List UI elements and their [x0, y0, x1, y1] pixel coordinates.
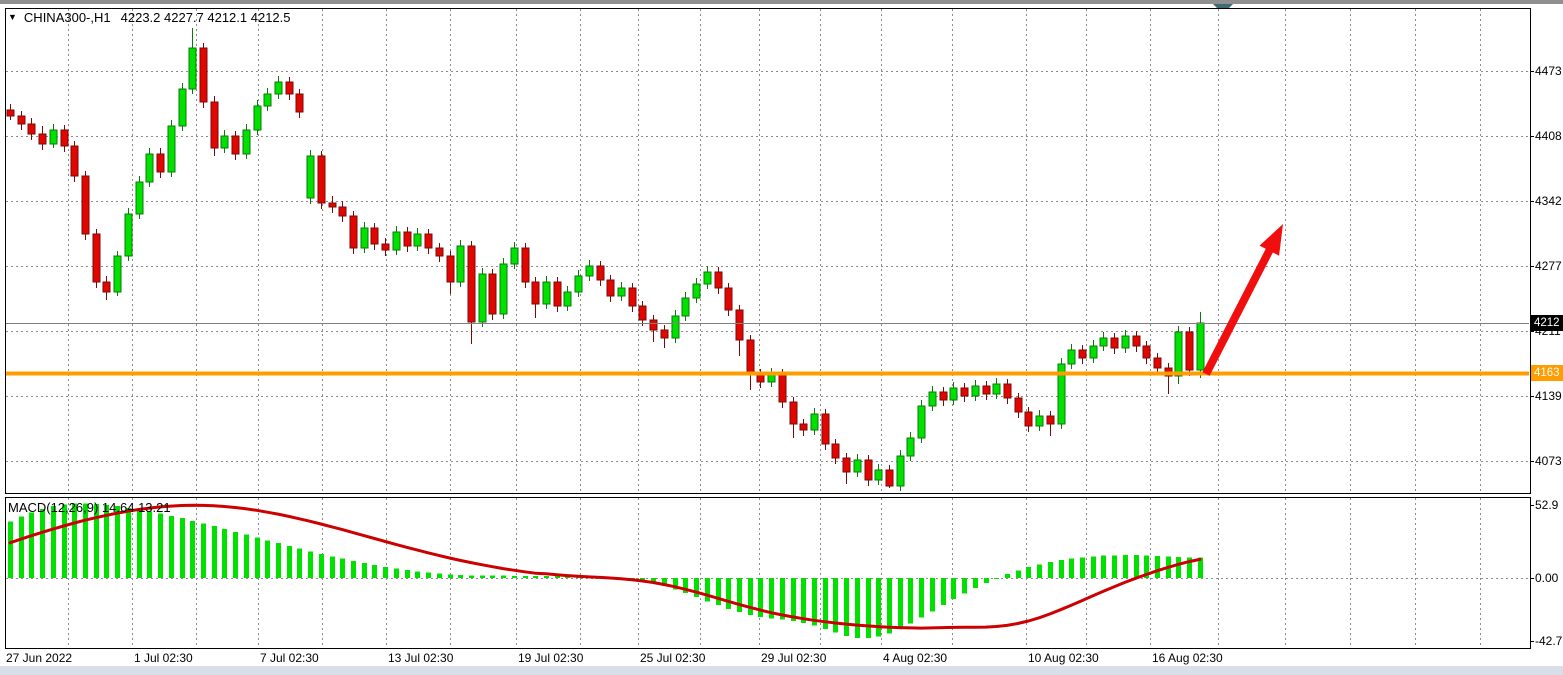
symbol-dropdown-icon[interactable]: ▼: [8, 12, 17, 22]
chart-title: ▼ CHINA300-,H1 4223.2 4227.7 4212.1 4212…: [8, 10, 291, 25]
status-strip: [0, 666, 1563, 675]
price-axis-tick: [1530, 266, 1534, 267]
macd-axis-tick: [1530, 641, 1534, 642]
date-axis-label: 4 Aug 02:30: [883, 651, 948, 665]
macd-indicator-label: MACD(12,26,9) 14.64 13.21: [8, 500, 171, 515]
macd-axis-tick: [1530, 505, 1534, 506]
price-axis-label: 4473: [1535, 64, 1562, 78]
date-axis-label: 13 Jul 02:30: [388, 651, 454, 665]
current-price-tag: 4212: [1531, 315, 1563, 331]
price-axis-tick: [1530, 201, 1534, 202]
price-axis-tick: [1530, 71, 1534, 72]
date-axis-label: 29 Jul 02:30: [761, 651, 827, 665]
chart-scroll-strip: [0, 0, 1563, 4]
macd-axis-label: 52.9: [1535, 498, 1559, 512]
price-axis-tick: [1530, 461, 1534, 462]
date-axis-label: 1 Jul 02:30: [134, 651, 193, 665]
date-axis-label: 27 Jun 2022: [6, 651, 73, 665]
hline-price-tag: 4163: [1531, 365, 1563, 381]
date-axis-label: 7 Jul 02:30: [260, 651, 319, 665]
price-axis-tick: [1530, 396, 1534, 397]
date-axis-label: 10 Aug 02:30: [1028, 651, 1099, 665]
macd-signal-line: [8, 503, 1202, 630]
ohlc-values-label: 4223.2 4227.7 4212.1 4212.5: [120, 10, 291, 25]
macd-axis-label: 0.00: [1535, 571, 1559, 585]
price-axis-label: 4277: [1535, 259, 1562, 273]
grid-lines: [6, 9, 1529, 647]
macd-axis-tick: [1530, 578, 1534, 579]
price-axis-label: 4408: [1535, 129, 1562, 143]
price-axis-label: 4139: [1535, 389, 1562, 403]
date-axis-label: 16 Aug 02:30: [1152, 651, 1223, 665]
price-axis-label: 4073: [1535, 454, 1562, 468]
price-axis-tick: [1530, 331, 1534, 332]
price-axis-label: 4342: [1535, 194, 1562, 208]
macd-histogram: [8, 503, 1203, 639]
date-axis-label: 25 Jul 02:30: [640, 651, 706, 665]
macd-axis-label: -42.7: [1535, 634, 1563, 648]
annotation-arrow[interactable]: [1202, 224, 1283, 376]
date-axis-label: 19 Jul 02:30: [518, 651, 584, 665]
price-axis-tick: [1530, 136, 1534, 137]
candles-series: [6, 28, 1205, 491]
symbol-timeframe-label: CHINA300-,H1: [23, 10, 111, 25]
